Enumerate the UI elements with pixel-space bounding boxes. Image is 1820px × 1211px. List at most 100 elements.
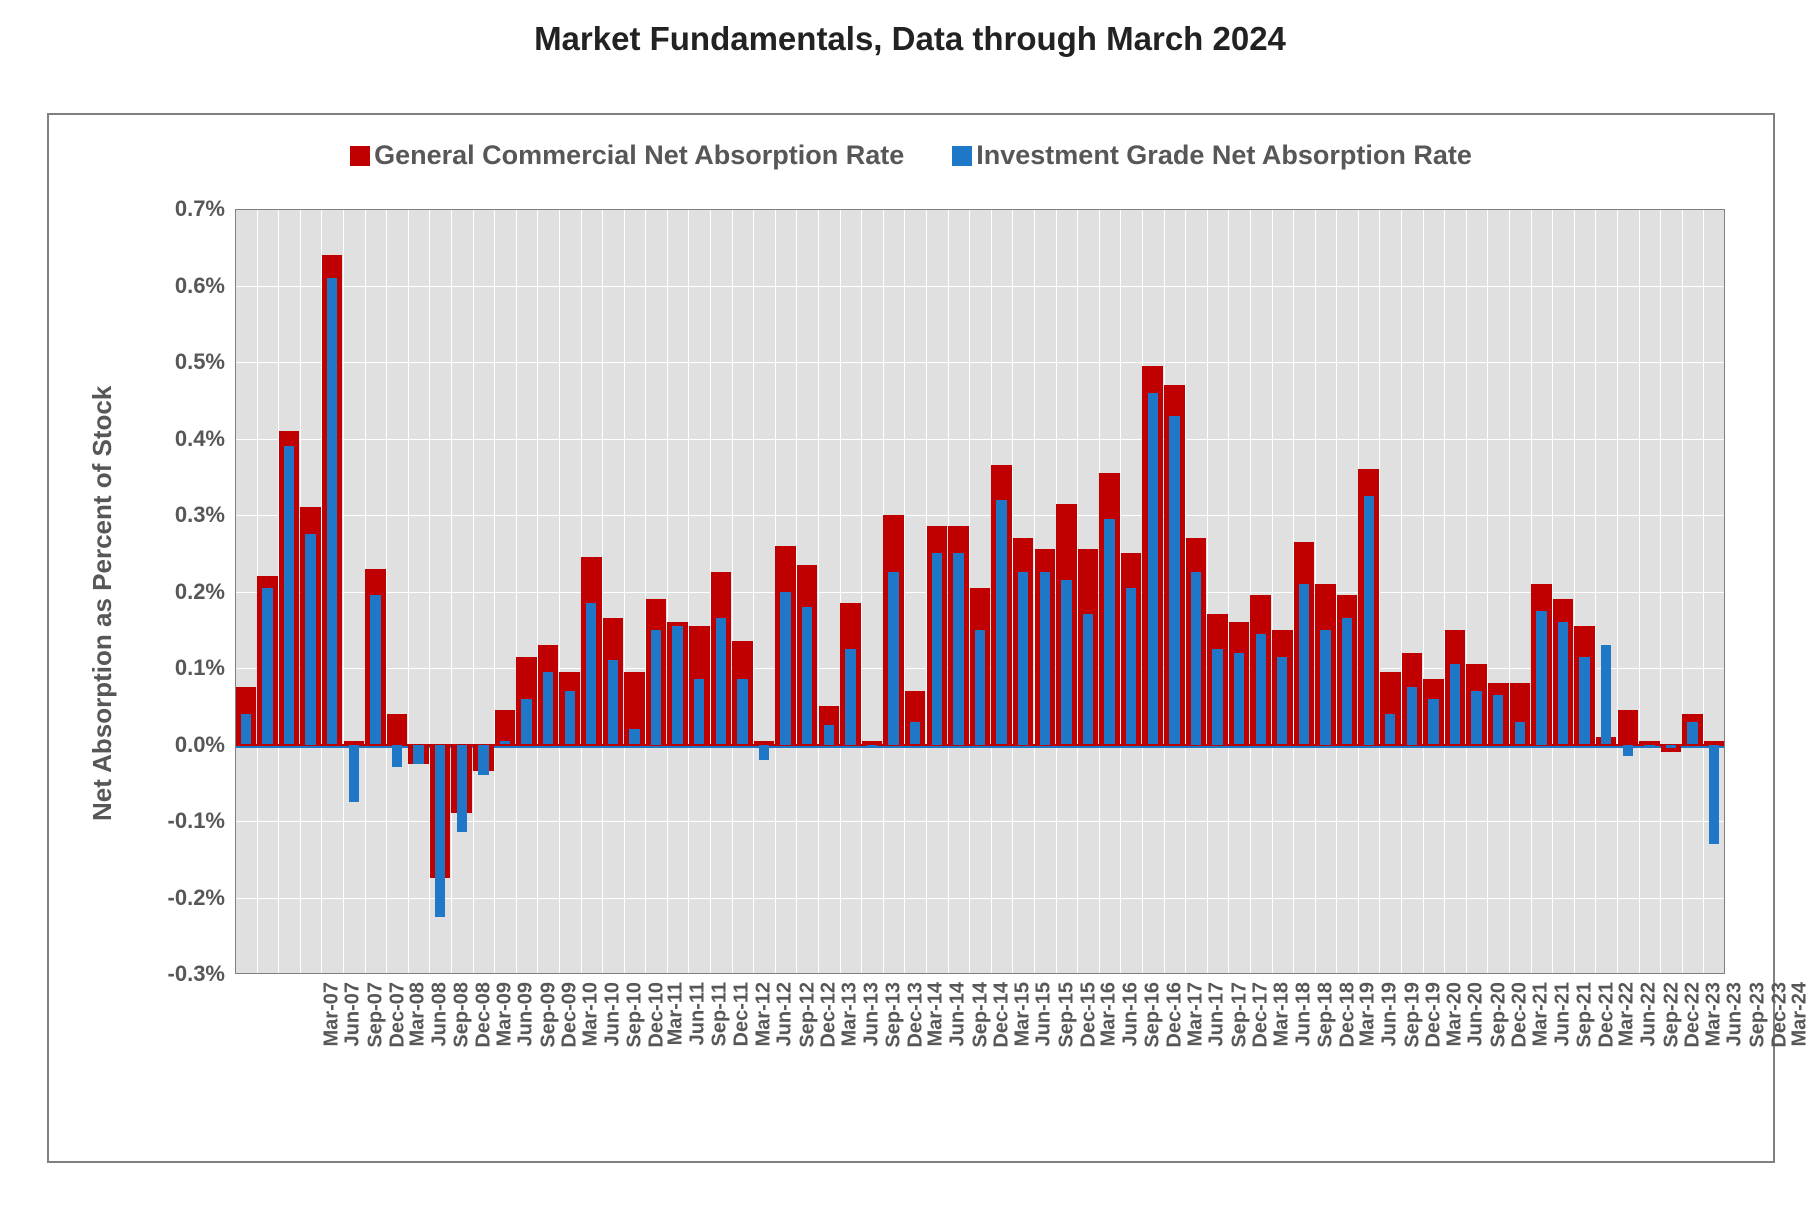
bar-series2 (478, 745, 488, 776)
xtick-label: Jun-23 (1724, 982, 1747, 1046)
bar-series2 (262, 588, 272, 745)
bar-series2 (1148, 393, 1158, 745)
gridline-v (624, 209, 625, 974)
gridline-v (473, 209, 474, 974)
axis-right (1724, 209, 1725, 974)
gridline-v (1336, 209, 1337, 974)
bar-series2 (953, 553, 963, 744)
ytick-label: 0.0% (135, 732, 225, 758)
bar-series2 (1666, 745, 1676, 749)
gridline-v (1487, 209, 1488, 974)
gridline-v (1725, 209, 1726, 974)
xtick-label: Jun-13 (860, 982, 883, 1046)
xtick-label: Jun-07 (342, 982, 365, 1046)
xtick-label: Jun-09 (515, 982, 538, 1046)
bar-series2 (586, 603, 596, 745)
xtick-label: Jun-21 (1551, 982, 1574, 1046)
legend-item-series1: General Commercial Net Absorption Rate (350, 140, 904, 171)
axis-bottom (235, 973, 1725, 974)
bar-series2 (672, 626, 682, 745)
bar-series2 (1450, 664, 1460, 744)
gridline-v (1595, 209, 1596, 974)
bar-series2 (1407, 687, 1417, 744)
xtick-label: Mar-23 (1702, 982, 1725, 1046)
xtick-label: Mar-21 (1530, 982, 1553, 1046)
xtick-label: Sep-15 (1056, 982, 1079, 1048)
bar-series2 (370, 595, 380, 744)
xtick-label: Mar-18 (1270, 982, 1293, 1046)
bar-series2 (975, 630, 985, 745)
xtick-label: Mar-07 (320, 982, 343, 1046)
bar-series1 (1618, 710, 1639, 744)
bar-series2 (1169, 416, 1179, 745)
gridline-v (1207, 209, 1208, 974)
bar-series2 (1536, 611, 1546, 745)
ytick-label: 0.3% (135, 502, 225, 528)
gridline-h (235, 974, 1725, 975)
xtick-label: Jun-17 (1206, 982, 1229, 1046)
xtick-label: Mar-08 (407, 982, 430, 1046)
bar-series2 (1299, 584, 1309, 745)
bar-series2 (694, 679, 704, 744)
gridline-v (1703, 209, 1704, 974)
xtick-label: Mar-12 (752, 982, 775, 1046)
xtick-label: Dec-19 (1423, 982, 1446, 1048)
xtick-label: Jun-11 (686, 982, 709, 1045)
xtick-label: Dec-14 (991, 982, 1014, 1048)
bar-series1 (387, 714, 408, 745)
gridline-v (904, 209, 905, 974)
ytick-label: 0.4% (135, 426, 225, 452)
ytick-label: -0.1% (135, 808, 225, 834)
bar-series2 (1061, 580, 1071, 744)
gridline-v (645, 209, 646, 974)
xtick-label: Mar-16 (1098, 982, 1121, 1046)
xtick-label: Sep-12 (796, 982, 819, 1048)
gridline-v (537, 209, 538, 974)
bar-series2 (759, 745, 769, 760)
xtick-label: Sep-21 (1574, 982, 1597, 1048)
chart-title: Market Fundamentals, Data through March … (0, 20, 1820, 58)
gridline-v (840, 209, 841, 974)
xtick-label: Jun-15 (1033, 982, 1056, 1046)
bar-series2 (521, 699, 531, 745)
bar-series2 (932, 553, 942, 744)
xtick-label: Jun-16 (1119, 982, 1142, 1046)
gridline-h (235, 362, 1725, 363)
bar-series1 (495, 710, 516, 744)
bar-series2 (1342, 618, 1352, 744)
gridline-v (732, 209, 733, 974)
xtick-label: Jun-14 (946, 982, 969, 1046)
bar-series2 (1256, 634, 1266, 745)
legend-label-series1: General Commercial Net Absorption Rate (374, 140, 904, 171)
gridline-v (1272, 209, 1273, 974)
xtick-label: Jun-18 (1292, 982, 1315, 1046)
gridline-v (1639, 209, 1640, 974)
legend: General Commercial Net Absorption Rate I… (47, 140, 1775, 171)
gridline-v (602, 209, 603, 974)
xtick-label: Sep-07 (365, 982, 388, 1048)
bar-series2 (1212, 649, 1222, 745)
bar-series2 (284, 446, 294, 744)
bar-series2 (1277, 657, 1287, 745)
xtick-label: Jun-20 (1465, 982, 1488, 1046)
gridline-v (1423, 209, 1424, 974)
xtick-label: Mar-14 (925, 982, 948, 1046)
gridline-v (516, 209, 517, 974)
bar-series2 (1018, 572, 1028, 744)
bar-series2 (888, 572, 898, 744)
bar-series2 (543, 672, 553, 745)
bar-series2 (1471, 691, 1481, 745)
y-axis-label: Net Absorption as Percent of Stock (87, 386, 118, 821)
xtick-label: Sep-17 (1228, 982, 1251, 1048)
gridline-v (343, 209, 344, 974)
bar-series2 (457, 745, 467, 833)
bar-series2 (1191, 572, 1201, 744)
bar-series2 (845, 649, 855, 745)
xtick-label: Dec-22 (1682, 982, 1705, 1048)
xtick-label: Sep-23 (1747, 982, 1770, 1048)
bar-series2 (435, 745, 445, 917)
bar-series2 (780, 592, 790, 745)
xtick-label: Mar-11 (665, 982, 688, 1045)
xtick-label: Jun-10 (601, 982, 624, 1046)
bar-series2 (910, 722, 920, 745)
